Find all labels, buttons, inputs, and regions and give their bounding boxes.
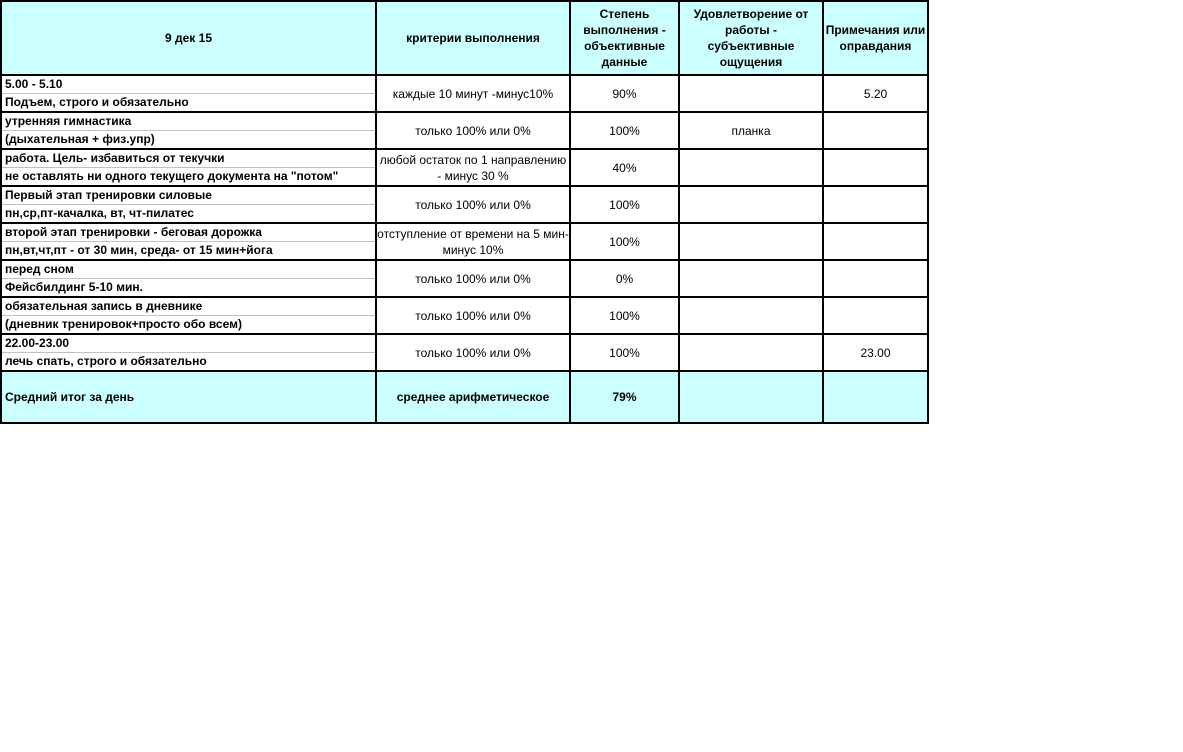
criteria-cell[interactable]: любой остаток по 1 направлению - минус 3… [375, 148, 571, 187]
notes-cell[interactable] [822, 185, 929, 224]
task-cell[interactable]: Первый этап тренировки силовые пн,ср,пт-к… [0, 185, 377, 224]
degree-cell[interactable]: 100% [569, 296, 680, 335]
table-row: обязательная запись в дневнике (дневник т… [0, 296, 929, 335]
task-cell[interactable]: обязательная запись в дневнике (дневник т… [0, 296, 377, 335]
task-time-or-title: работа. Цель- избавиться от текучки [2, 150, 375, 168]
task-cell[interactable]: 5.00 - 5.10 Подъем, строго и обязательно [0, 74, 377, 113]
task-time-or-title: перед сном [2, 261, 375, 279]
task-cell[interactable]: второй этап тренировки - беговая дорожка… [0, 222, 377, 261]
table-row: Первый этап тренировки силовые пн,ср,пт-к… [0, 185, 929, 224]
criteria-cell[interactable]: только 100% или 0% [375, 296, 571, 335]
degree-cell[interactable]: 100% [569, 222, 680, 261]
task-time-or-title: обязательная запись в дневнике [2, 298, 375, 316]
notes-cell[interactable]: 5.20 [822, 74, 929, 113]
criteria-cell[interactable]: только 100% или 0% [375, 185, 571, 224]
header-notes[interactable]: Примечания или оправдания [822, 0, 929, 76]
table-row: 5.00 - 5.10 Подъем, строго и обязательно … [0, 74, 929, 113]
notes-cell[interactable] [822, 259, 929, 298]
table-row: работа. Цель- избавиться от текучки не ос… [0, 148, 929, 187]
degree-cell[interactable]: 100% [569, 333, 680, 372]
task-description: пн,вт,чт,пт - от 30 мин, среда- от 15 ми… [5, 243, 273, 257]
task-description: Подъем, строго и обязательно [5, 95, 189, 109]
task-time-or-title: Первый этап тренировки силовые [2, 187, 375, 205]
satisfaction-cell[interactable] [678, 333, 824, 372]
task-cell[interactable]: утренняя гимнастика (дыхательная + физ.уп… [0, 111, 377, 150]
notes-cell[interactable] [822, 111, 929, 150]
task-time-or-title: 22.00-23.00 [2, 335, 375, 353]
notes-cell[interactable] [822, 296, 929, 335]
summary-satisfaction[interactable] [678, 370, 824, 424]
summary-row: Средний итог за день среднее арифметичес… [0, 370, 929, 424]
task-cell[interactable]: перед сном Фейсбилдинг 5-10 мин. [0, 259, 377, 298]
table-row: перед сном Фейсбилдинг 5-10 мин. только 1… [0, 259, 929, 298]
notes-cell[interactable] [822, 222, 929, 261]
spreadsheet-table: 9 дек 15 критерии выполнения Степень вып… [0, 0, 929, 424]
task-description: не оставлять ни одного текущего документ… [5, 169, 339, 183]
criteria-cell[interactable]: только 100% или 0% [375, 333, 571, 372]
table-row: утренняя гимнастика (дыхательная + физ.уп… [0, 111, 929, 150]
task-description: лечь спать, строго и обязательно [5, 354, 207, 368]
criteria-cell[interactable]: отступление от времени на 5 мин- минус 1… [375, 222, 571, 261]
summary-label[interactable]: Средний итог за день [0, 370, 377, 424]
degree-cell[interactable]: 100% [569, 111, 680, 150]
satisfaction-cell[interactable] [678, 259, 824, 298]
satisfaction-cell[interactable]: планка [678, 111, 824, 150]
task-description: (дневник тренировок+просто обо всем) [5, 317, 242, 331]
task-time-or-title: второй этап тренировки - беговая дорожка [2, 224, 375, 242]
table-row: второй этап тренировки - беговая дорожка… [0, 222, 929, 261]
summary-notes[interactable] [822, 370, 929, 424]
criteria-cell[interactable]: только 100% или 0% [375, 259, 571, 298]
task-description: (дыхательная + физ.упр) [5, 132, 155, 146]
degree-cell[interactable]: 40% [569, 148, 680, 187]
notes-cell[interactable] [822, 148, 929, 187]
task-description: пн,ср,пт-качалка, вт, чт-пилатес [5, 206, 194, 220]
notes-cell[interactable]: 23.00 [822, 333, 929, 372]
satisfaction-cell[interactable] [678, 74, 824, 113]
degree-cell[interactable]: 90% [569, 74, 680, 113]
task-cell[interactable]: работа. Цель- избавиться от текучки не ос… [0, 148, 377, 187]
header-criteria[interactable]: критерии выполнения [375, 0, 571, 76]
header-row: 9 дек 15 критерии выполнения Степень вып… [0, 0, 929, 76]
task-time-or-title: утренняя гимнастика [2, 113, 375, 131]
header-satisfaction[interactable]: Удовлетворение от работы - субъективные … [678, 0, 824, 76]
summary-degree[interactable]: 79% [569, 370, 680, 424]
degree-cell[interactable]: 100% [569, 185, 680, 224]
task-description: Фейсбилдинг 5-10 мин. [5, 280, 143, 294]
satisfaction-cell[interactable] [678, 148, 824, 187]
degree-cell[interactable]: 0% [569, 259, 680, 298]
satisfaction-cell[interactable] [678, 185, 824, 224]
header-degree[interactable]: Степень выполнения - объективные данные [569, 0, 680, 76]
satisfaction-cell[interactable] [678, 222, 824, 261]
satisfaction-cell[interactable] [678, 296, 824, 335]
criteria-cell[interactable]: каждые 10 минут -минус10% [375, 74, 571, 113]
summary-criteria[interactable]: среднее арифметическое [375, 370, 571, 424]
task-time-or-title: 5.00 - 5.10 [2, 76, 375, 94]
table-row: 22.00-23.00 лечь спать, строго и обязател… [0, 333, 929, 372]
criteria-cell[interactable]: только 100% или 0% [375, 111, 571, 150]
header-date[interactable]: 9 дек 15 [0, 0, 377, 76]
task-cell[interactable]: 22.00-23.00 лечь спать, строго и обязател… [0, 333, 377, 372]
